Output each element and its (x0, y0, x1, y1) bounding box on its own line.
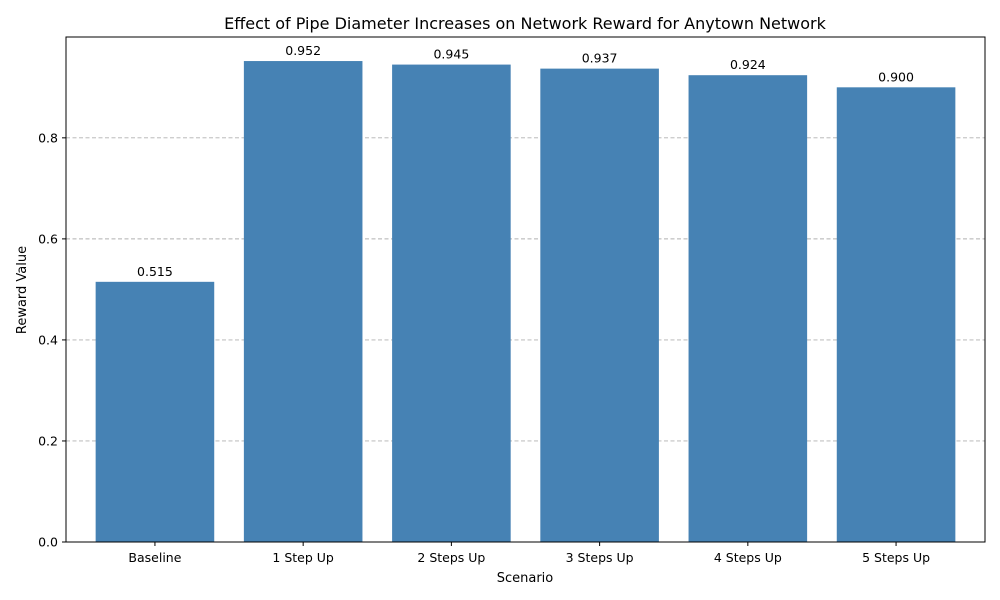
bar-value-label: 0.952 (285, 43, 321, 58)
x-axis-ticks: Baseline 1 Step Up 2 Steps Up 3 Steps Up 4 S… (128, 542, 930, 565)
bar (688, 75, 808, 543)
bar (540, 68, 659, 543)
y-tick-label: 0.8 (38, 130, 58, 145)
x-tick-label: 5 Steps Up (862, 550, 930, 565)
x-axis-label: Scenario (497, 571, 554, 586)
bar (836, 87, 956, 543)
y-tick-label: 0.2 (38, 433, 58, 448)
gridlines (66, 137, 985, 442)
x-tick-label: 2 Steps Up (417, 550, 485, 565)
x-tick-label: 1 Step Up (272, 550, 334, 565)
y-axis-label: Reward Value (15, 246, 30, 334)
chart-title: Effect of Pipe Diameter Increases on Net… (224, 14, 827, 33)
bar (243, 61, 363, 543)
bar-value-label: 0.937 (582, 51, 618, 66)
y-tick-label: 0.6 (38, 231, 58, 246)
bar-value-label: 0.945 (433, 47, 469, 62)
y-axis-ticks: 0.0 0.2 0.4 0.6 0.8 (38, 130, 66, 550)
y-tick-label: 0.0 (38, 535, 58, 550)
plot-frame (65, 36, 986, 543)
x-tick-label: 4 Steps Up (714, 550, 782, 565)
bars (95, 61, 956, 543)
bar (95, 281, 215, 542)
y-tick-label: 0.4 (38, 332, 58, 347)
data-labels: 0.515 0.952 0.945 0.937 0.924 0.900 (137, 43, 914, 279)
bar-value-label: 0.515 (137, 264, 173, 279)
bar-value-label: 0.900 (878, 69, 914, 84)
x-tick-label: Baseline (128, 550, 181, 565)
bar (392, 64, 511, 542)
bar-value-label: 0.924 (730, 57, 766, 72)
x-tick-label: 3 Steps Up (566, 550, 634, 565)
